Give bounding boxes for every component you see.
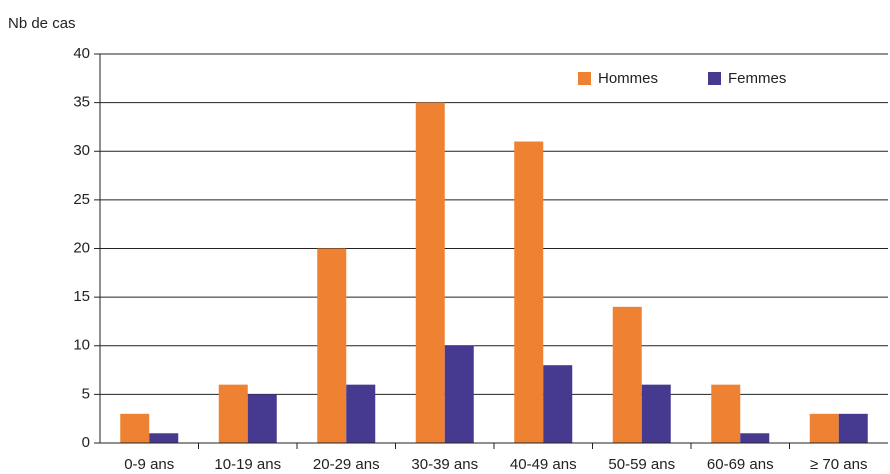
x-tick-label: 20-29 ans bbox=[313, 456, 380, 473]
legend-swatch bbox=[708, 72, 721, 85]
x-tick-label: 60-69 ans bbox=[707, 456, 774, 473]
bar bbox=[444, 345, 474, 443]
y-axis-label: Nb de cas bbox=[8, 15, 76, 32]
y-tick-label: 20 bbox=[73, 239, 90, 256]
bar bbox=[317, 248, 347, 443]
bar bbox=[120, 413, 150, 443]
x-tick-label: 30-39 ans bbox=[411, 456, 478, 473]
y-tick-label: 0 bbox=[82, 434, 90, 451]
bar bbox=[218, 384, 248, 443]
legend-label: Hommes bbox=[598, 70, 658, 87]
bar bbox=[415, 102, 445, 443]
x-tick-label: 40-49 ans bbox=[510, 456, 577, 473]
bar bbox=[641, 384, 671, 443]
y-tick-label: 25 bbox=[73, 191, 90, 208]
y-tick-label: 35 bbox=[73, 94, 90, 111]
x-tick-label: 50-59 ans bbox=[608, 456, 675, 473]
bar bbox=[711, 384, 741, 443]
bar bbox=[149, 433, 179, 443]
x-tick-label: ≥ 70 ans bbox=[810, 456, 867, 473]
bar bbox=[514, 141, 544, 443]
legend-swatch bbox=[578, 72, 591, 85]
bar bbox=[346, 384, 376, 443]
bar bbox=[809, 413, 839, 443]
legend-label: Femmes bbox=[728, 70, 786, 87]
bar bbox=[612, 306, 642, 443]
y-tick-label: 40 bbox=[73, 45, 90, 62]
y-tick-label: 10 bbox=[73, 337, 90, 354]
bar bbox=[543, 365, 573, 443]
x-tick-label: 0-9 ans bbox=[124, 456, 174, 473]
bar bbox=[740, 433, 770, 443]
y-tick-label: 30 bbox=[73, 142, 90, 159]
y-tick-label: 15 bbox=[73, 288, 90, 305]
bar bbox=[838, 413, 868, 443]
bar bbox=[247, 394, 277, 443]
x-tick-label: 10-19 ans bbox=[214, 456, 281, 473]
y-tick-label: 5 bbox=[82, 385, 90, 402]
